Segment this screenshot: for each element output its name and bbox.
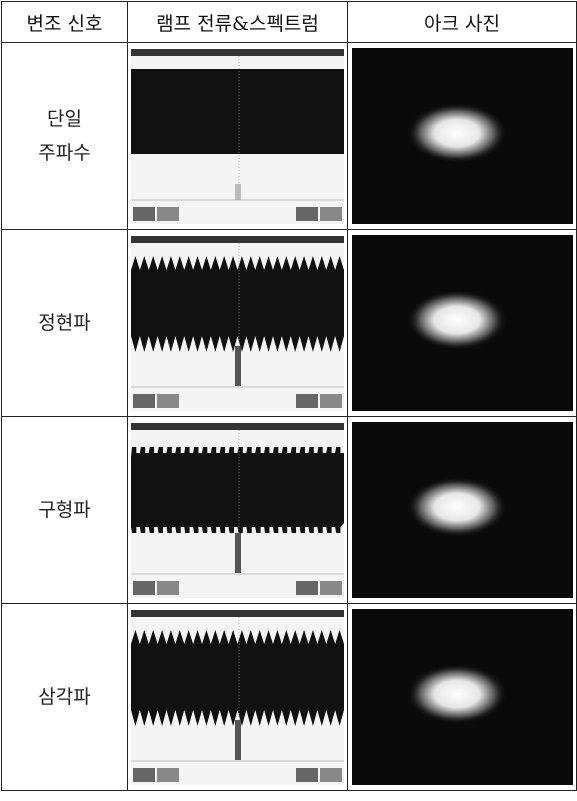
header-cell: 아크 사진 — [348, 2, 577, 43]
spectrum-peak — [235, 184, 241, 200]
header-row: 변조 신호 램프 전류&스펙트럼 아크 사진 — [2, 2, 577, 43]
arc-glow — [407, 664, 507, 724]
signal-label: 삼각파 — [2, 680, 127, 714]
scope-button — [157, 581, 179, 595]
scope-button — [320, 768, 342, 782]
scope-button — [133, 581, 155, 595]
scope-button — [157, 768, 179, 782]
scope-cell — [128, 230, 348, 417]
arc-glow — [407, 477, 507, 537]
arc-cell — [348, 43, 577, 230]
page: 변조 신호 램프 전류&스펙트럼 아크 사진 단일주파수정현파구형파삼각파 ((… — [0, 1, 577, 801]
signal-label: 주파수 — [2, 136, 127, 170]
spectrum-peak — [235, 720, 241, 760]
signal-label: 구형파 — [2, 493, 127, 527]
scope-button — [296, 207, 318, 221]
table-row: 정현파 — [2, 230, 577, 417]
scope-button — [320, 581, 342, 595]
table-row: 구형파 — [2, 417, 577, 604]
signal-cell: 삼각파 — [2, 604, 128, 791]
scope-top-bar — [131, 610, 344, 617]
scope-top-bar — [131, 49, 344, 56]
scope-image — [131, 49, 344, 224]
arc-image — [352, 422, 573, 598]
spectrum-peak — [235, 346, 241, 386]
scope-cell — [128, 43, 348, 230]
scope-button — [296, 394, 318, 408]
arc-cell — [348, 604, 577, 791]
scope-cell — [128, 604, 348, 791]
comparison-table: 변조 신호 램프 전류&스펙트럼 아크 사진 단일주파수정현파구형파삼각파 — [1, 1, 577, 791]
scope-cell — [128, 417, 348, 604]
scope-top-bar — [131, 423, 344, 430]
scope-button — [157, 394, 179, 408]
arc-image — [352, 48, 573, 224]
waveform — [131, 447, 344, 533]
scope-button — [320, 394, 342, 408]
signal-cell: 구형파 — [2, 417, 128, 604]
arc-glow — [407, 103, 507, 163]
arc-glow — [407, 290, 507, 350]
scope-button — [133, 768, 155, 782]
arc-image — [352, 609, 573, 785]
scope-button — [133, 207, 155, 221]
signal-label: 단일 — [2, 102, 127, 136]
scope-button — [157, 207, 179, 221]
table-row: 삼각파 — [2, 604, 577, 791]
scope-top-bar — [131, 236, 344, 243]
scope-button — [296, 768, 318, 782]
signal-label: 정현파 — [2, 306, 127, 340]
scope-button — [320, 207, 342, 221]
header-cell: 램프 전류&스펙트럼 — [128, 2, 348, 43]
scope-button — [296, 581, 318, 595]
waveform — [131, 69, 344, 154]
scope-image — [131, 610, 344, 785]
arc-cell — [348, 230, 577, 417]
scope-image — [131, 423, 344, 598]
arc-cell — [348, 417, 577, 604]
spectrum-peak — [235, 533, 241, 573]
scope-button — [133, 394, 155, 408]
signal-cell: 정현파 — [2, 230, 128, 417]
arc-image — [352, 235, 573, 411]
scope-image — [131, 236, 344, 411]
header-cell: 변조 신호 — [2, 2, 128, 43]
